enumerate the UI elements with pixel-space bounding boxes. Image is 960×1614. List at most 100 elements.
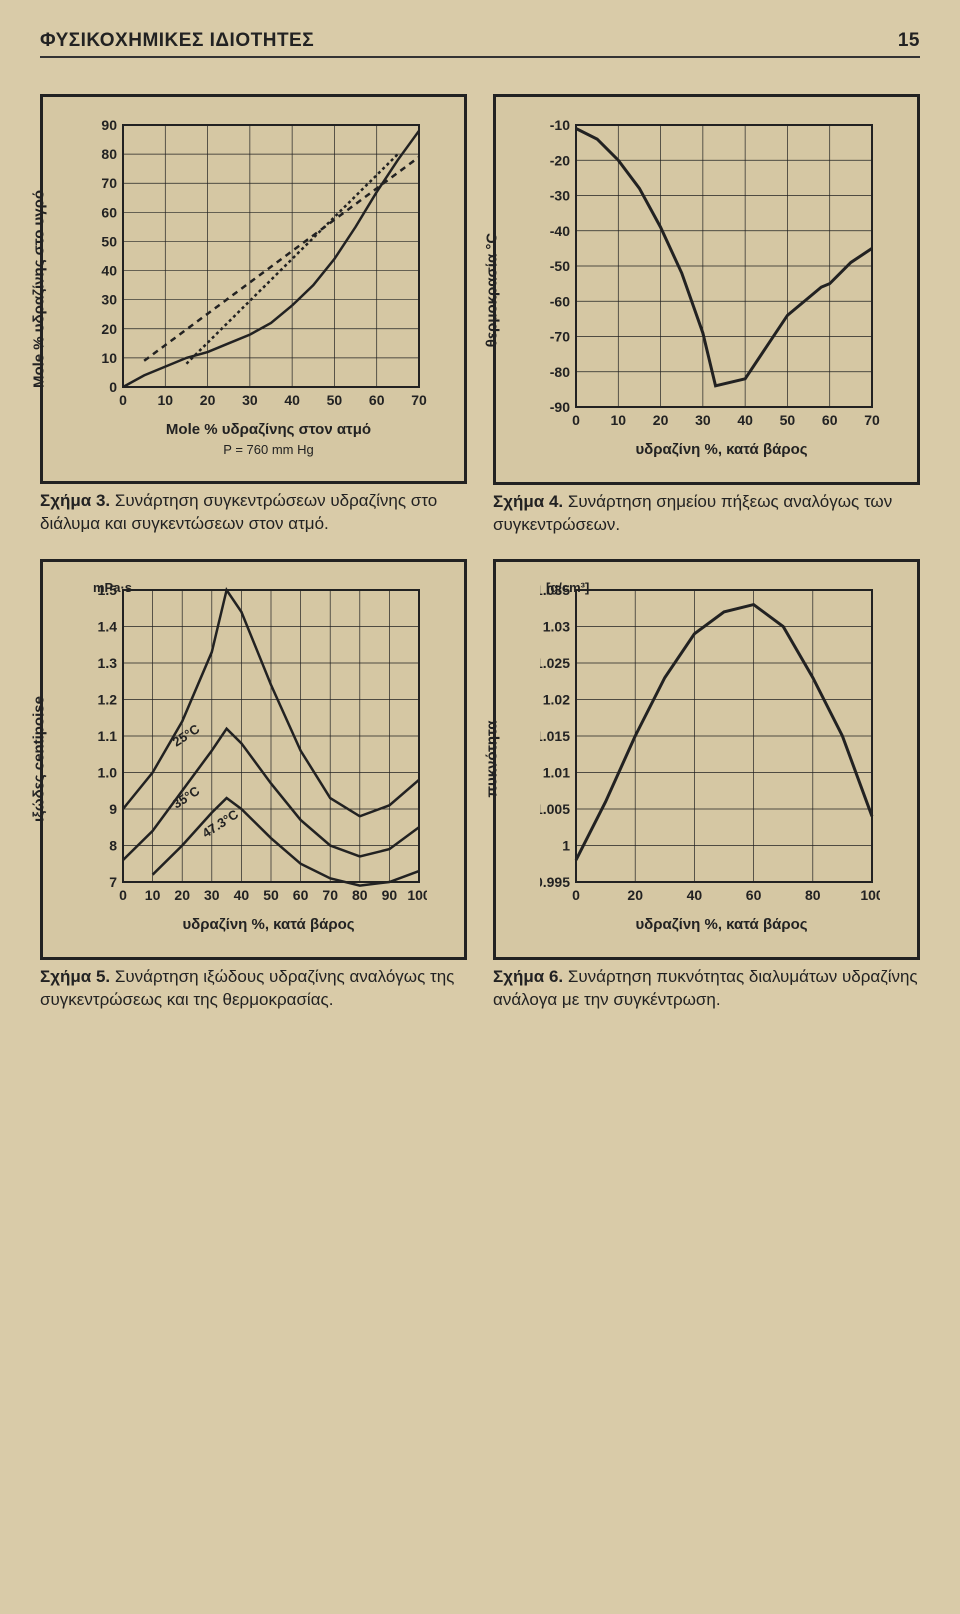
figure-5-caption: Σχήμα 5. Συνάρτηση ιξώδους υδραζίνης ανα…: [40, 966, 467, 1012]
page-header: ΦΥΣΙΚΟΧΗΜΙΚΕΣ ΙΔΙΟΤΗΤΕΣ 15: [40, 30, 920, 58]
svg-text:1.015: 1.015: [540, 728, 570, 744]
fig3-pressure: P = 760 mm Hg: [87, 442, 450, 457]
svg-text:30: 30: [101, 292, 117, 308]
svg-text:30: 30: [204, 887, 220, 903]
svg-text:1: 1: [562, 837, 570, 853]
svg-text:1.3: 1.3: [98, 655, 118, 671]
figure-3-caption: Σχήμα 3. Συνάρτηση συγκεντρώσεων υδραζίν…: [40, 490, 467, 536]
svg-text:20: 20: [627, 887, 643, 903]
svg-text:-50: -50: [550, 258, 570, 274]
svg-text:-10: -10: [550, 117, 570, 133]
svg-text:100: 100: [407, 887, 427, 903]
svg-text:1.02: 1.02: [543, 691, 570, 707]
fig6-chart: 0204060801001.0351.031.0251.021.0151.011…: [540, 580, 880, 910]
figure-5-panel: ιξώδες centipoise 0102030405060708090100…: [40, 559, 467, 960]
svg-text:90: 90: [382, 887, 398, 903]
svg-text:40: 40: [234, 887, 250, 903]
fig6-caption-label: Σχήμα 6.: [493, 967, 563, 986]
svg-text:1.4: 1.4: [98, 618, 118, 634]
figure-4: θερμοκρασία °C 010203040506070-90-80-70-…: [493, 94, 920, 537]
svg-text:1.1: 1.1: [98, 728, 118, 744]
fig6-xlabel: υδραζίνη %, κατά βάρος: [540, 916, 903, 933]
svg-text:10: 10: [610, 412, 626, 428]
svg-text:20: 20: [174, 887, 190, 903]
svg-text:9: 9: [109, 801, 117, 817]
svg-text:25°C: 25°C: [170, 721, 203, 750]
svg-text:60: 60: [101, 204, 117, 220]
svg-text:50: 50: [780, 412, 796, 428]
svg-text:30: 30: [695, 412, 711, 428]
figure-3-panel: Mole % υδραζίνης στο υγρό 01020304050607…: [40, 94, 467, 484]
figure-3: Mole % υδραζίνης στο υγρό 01020304050607…: [40, 94, 467, 537]
svg-text:0: 0: [572, 412, 580, 428]
svg-text:40: 40: [737, 412, 753, 428]
fig4-caption-label: Σχήμα 4.: [493, 492, 563, 511]
svg-text:[g/cm³]: [g/cm³]: [546, 580, 589, 595]
svg-text:10: 10: [145, 887, 161, 903]
svg-text:70: 70: [411, 392, 427, 408]
page-number: 15: [898, 30, 920, 52]
figure-6-caption: Σχήμα 6. Συνάρτηση πυκνότητας διαλυμάτων…: [493, 966, 920, 1012]
svg-text:30: 30: [242, 392, 258, 408]
svg-text:50: 50: [327, 392, 343, 408]
svg-text:80: 80: [805, 887, 821, 903]
svg-text:20: 20: [200, 392, 216, 408]
svg-text:40: 40: [284, 392, 300, 408]
fig5-ylabel: ιξώδες centipoise: [31, 696, 48, 822]
svg-text:1.0: 1.0: [98, 764, 118, 780]
svg-text:-20: -20: [550, 152, 570, 168]
fig3-chart: 0 10 20 30 40 50 60 70 0 10 20 30 40 50 60 70 80 90: [87, 115, 427, 415]
svg-text:10: 10: [157, 392, 173, 408]
svg-text:50: 50: [263, 887, 279, 903]
svg-text:40: 40: [687, 887, 703, 903]
svg-text:1.03: 1.03: [543, 618, 570, 634]
svg-text:35°C: 35°C: [170, 783, 203, 812]
svg-text:20: 20: [653, 412, 669, 428]
svg-text:60: 60: [369, 392, 385, 408]
svg-text:0: 0: [119, 392, 127, 408]
svg-text:40: 40: [101, 263, 117, 279]
svg-text:60: 60: [293, 887, 309, 903]
fig3-caption-label: Σχήμα 3.: [40, 491, 110, 510]
svg-text:1.025: 1.025: [540, 655, 570, 671]
svg-text:8: 8: [109, 837, 117, 853]
figure-4-caption: Σχήμα 4. Συνάρτηση σημείου πήξεως αναλόγ…: [493, 491, 920, 537]
svg-text:0.995: 0.995: [540, 874, 570, 890]
svg-text:1.01: 1.01: [543, 764, 570, 780]
figure-6: πυκνότητα 0204060801001.0351.031.0251.02…: [493, 559, 920, 1012]
svg-text:0: 0: [119, 887, 127, 903]
svg-text:80: 80: [101, 146, 117, 162]
svg-text:20: 20: [101, 321, 117, 337]
svg-text:80: 80: [352, 887, 368, 903]
svg-text:-90: -90: [550, 399, 570, 415]
svg-text:0: 0: [572, 887, 580, 903]
svg-text:mPa·s: mPa·s: [93, 580, 132, 595]
fig5-xlabel: υδραζίνη %, κατά βάρος: [87, 916, 450, 933]
fig4-ylabel: θερμοκρασία °C: [484, 232, 501, 346]
svg-text:-80: -80: [550, 364, 570, 380]
svg-text:1.2: 1.2: [98, 691, 118, 707]
svg-text:100: 100: [860, 887, 880, 903]
svg-text:50: 50: [101, 233, 117, 249]
svg-text:60: 60: [746, 887, 762, 903]
figure-4-panel: θερμοκρασία °C 010203040506070-90-80-70-…: [493, 94, 920, 485]
svg-text:-40: -40: [550, 223, 570, 239]
svg-text:1.005: 1.005: [540, 801, 570, 817]
fig4-chart: 0 10 20 30 40 50 60 70 -90 -80 -70 -60 -50 -40 -30 -20 -…: [540, 115, 880, 435]
svg-text:70: 70: [101, 175, 117, 191]
fig6-ylabel: πυκνότητα: [484, 721, 501, 798]
svg-text:60: 60: [822, 412, 838, 428]
svg-text:10: 10: [101, 350, 117, 366]
fig5-chart: 01020304050607080901001.51.41.31.21.11.0…: [87, 580, 427, 910]
svg-text:-60: -60: [550, 293, 570, 309]
svg-text:-30: -30: [550, 188, 570, 204]
svg-text:90: 90: [101, 117, 117, 133]
svg-text:70: 70: [322, 887, 338, 903]
fig5-caption-label: Σχήμα 5.: [40, 967, 110, 986]
figure-6-panel: πυκνότητα 0204060801001.0351.031.0251.02…: [493, 559, 920, 960]
svg-text:70: 70: [864, 412, 880, 428]
svg-text:47.3°C: 47.3°C: [199, 806, 241, 841]
svg-text:0: 0: [109, 379, 117, 395]
fig3-ylabel: Mole % υδραζίνης στο υγρό: [31, 190, 48, 388]
svg-text:-70: -70: [550, 329, 570, 345]
